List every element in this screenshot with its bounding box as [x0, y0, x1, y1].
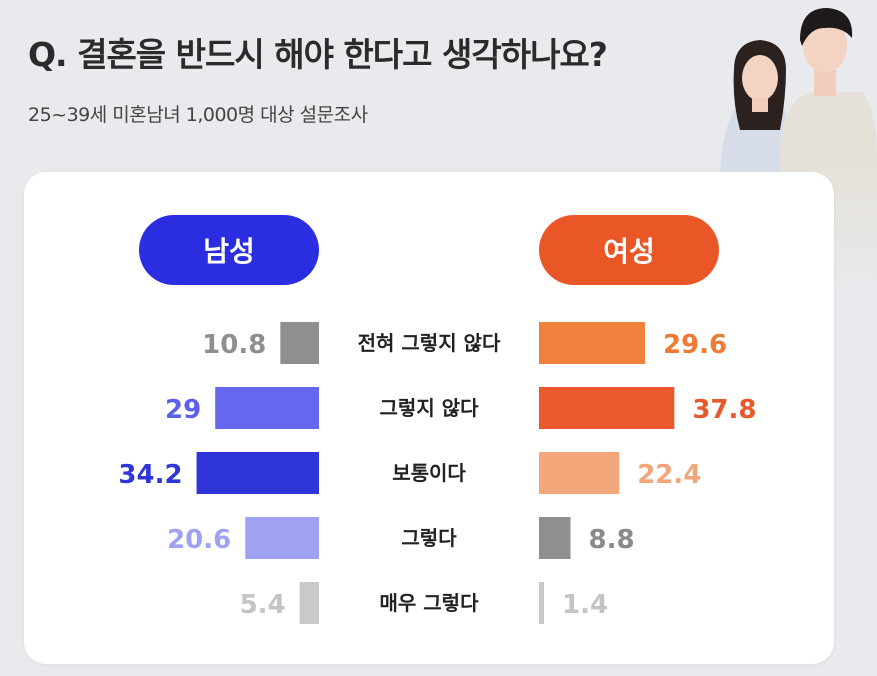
female-value-label: 8.8	[589, 525, 635, 555]
male-bar	[196, 452, 319, 494]
male-bar	[299, 582, 319, 624]
category-label: 그렇다	[401, 526, 457, 550]
category-label: 전혀 그렇지 않다	[358, 331, 501, 355]
male-value-label: 29	[165, 395, 201, 425]
page-subtitle: 25~39세 미혼남녀 1,000명 대상 설문조사	[28, 104, 368, 126]
male-bar	[245, 517, 319, 559]
male-bar	[215, 387, 319, 429]
category-label: 매우 그렇다	[380, 591, 480, 615]
female-bar	[539, 452, 620, 494]
female-bar	[539, 322, 645, 364]
legend-female-label: 여성	[603, 235, 655, 268]
female-value-label: 37.8	[692, 395, 756, 425]
page-title: Q. 결혼을 반드시 해야 한다고 생각하나요?	[28, 35, 608, 74]
male-value-label: 20.6	[167, 525, 231, 555]
male-value-label: 5.4	[240, 590, 286, 620]
legend-male-label: 남성	[203, 235, 255, 268]
female-bar	[539, 517, 571, 559]
female-bar	[539, 387, 675, 429]
female-value-label: 1.4	[562, 590, 608, 620]
female-value-label: 29.6	[663, 330, 727, 360]
legend-female-pill: 여성	[539, 215, 719, 285]
male-value-label: 34.2	[118, 460, 182, 490]
category-label: 그렇지 않다	[380, 396, 480, 420]
female-value-label: 22.4	[637, 460, 701, 490]
female-bar	[539, 582, 545, 624]
male-bar	[280, 322, 319, 364]
category-label: 보통이다	[392, 461, 466, 485]
legend-male-pill: 남성	[139, 215, 319, 285]
male-value-label: 10.8	[202, 330, 266, 360]
